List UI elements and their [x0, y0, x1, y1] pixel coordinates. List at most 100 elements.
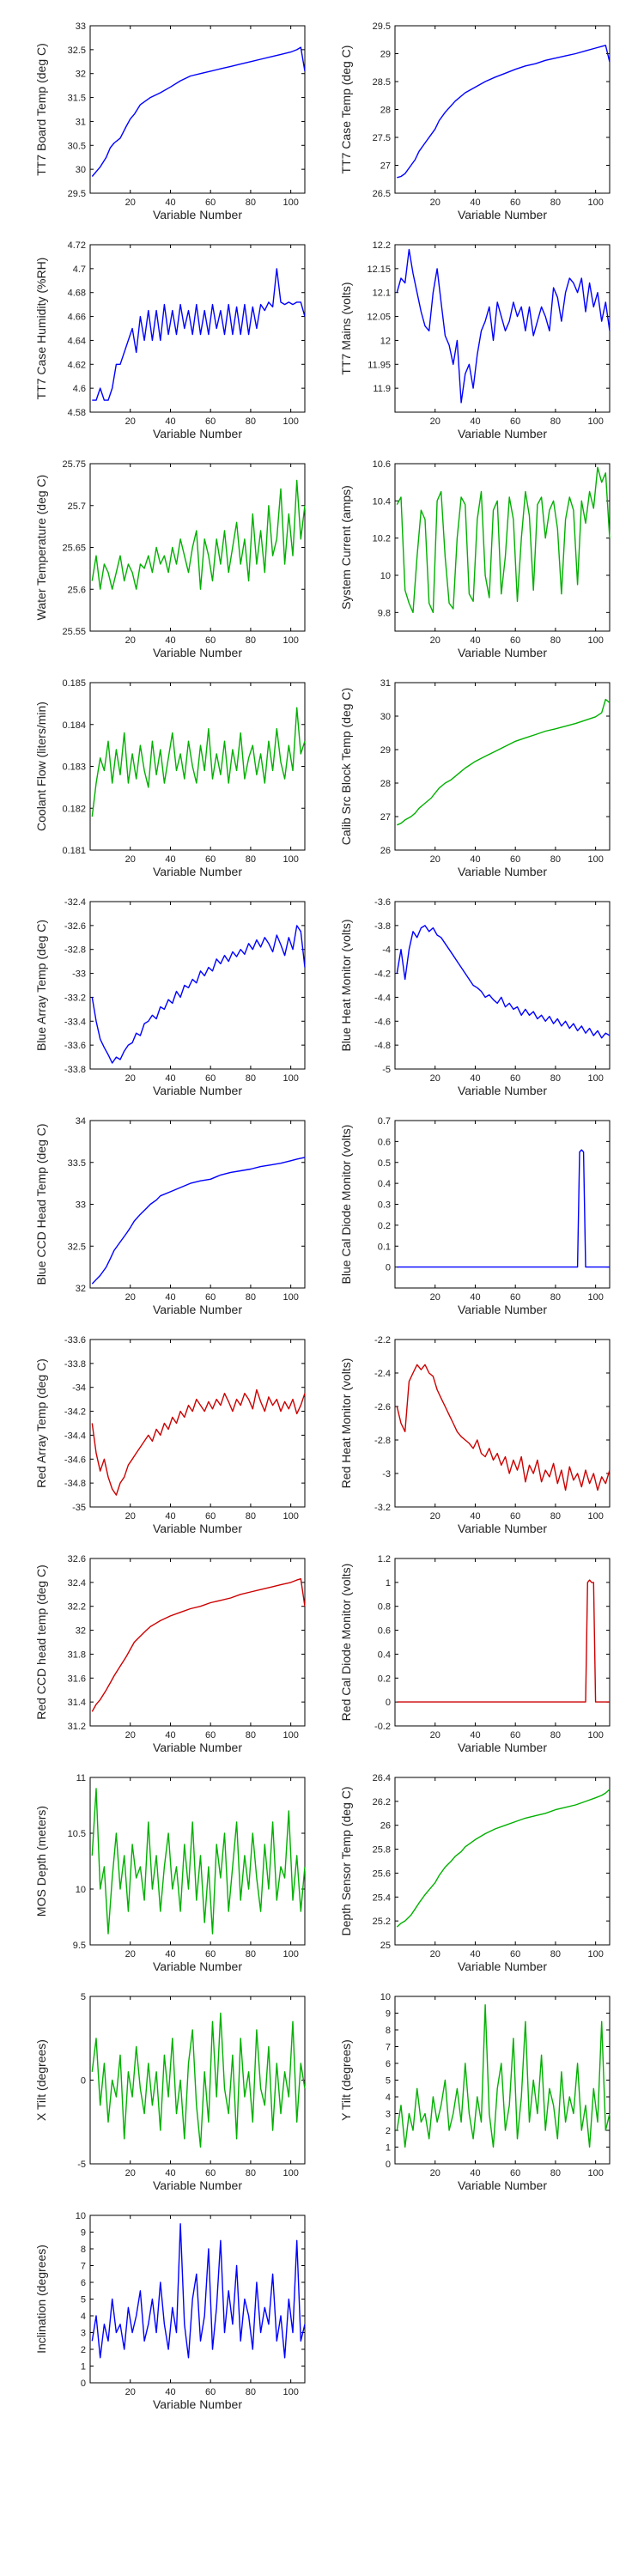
y-tick-label: 0.4: [378, 1649, 391, 1660]
x-axis-label: Variable Number: [153, 1084, 242, 1097]
plot-frame: [89, 1558, 306, 1727]
y-tick-label: 8: [386, 2026, 391, 2036]
x-tick-label: 60: [205, 2387, 216, 2397]
x-tick-label: 20: [125, 416, 136, 427]
chart-17: 9.5 10 10.5 11 20 40 60 80 100 Variable Number MOS…: [34, 1773, 306, 1973]
y-axis-label: TT7 Case Humidity (%RH): [34, 258, 48, 400]
x-tick-label: 100: [283, 1292, 298, 1303]
plot-frame: [394, 1339, 611, 1508]
x-tick-label: 80: [550, 1511, 561, 1522]
x-tick-label: 20: [430, 635, 440, 646]
x-axis-label: Variable Number: [153, 1522, 242, 1535]
x-tick-label: 100: [587, 1292, 603, 1303]
y-tick-label: 2: [386, 2126, 391, 2136]
y-tick-label: 5: [81, 1992, 86, 2002]
y-axis-label: Red Cal Diode Monitor (volts): [339, 1564, 353, 1722]
y-tick-label: 10: [380, 1992, 391, 2002]
y-tick-label: 4.58: [68, 408, 86, 418]
y-tick-label: 31.4: [68, 1698, 86, 1708]
x-tick-label: 20: [430, 1511, 440, 1522]
y-tick-label: 26.4: [373, 1773, 391, 1783]
y-tick-label: 25.75: [62, 459, 86, 470]
y-tick-label: 29: [380, 745, 391, 756]
y-tick-label: -3.8: [374, 921, 391, 932]
y-tick-label: -4: [382, 945, 391, 956]
y-tick-label: 4.62: [68, 360, 86, 370]
y-tick-label: 0: [81, 2076, 86, 2087]
y-tick-label: 11.9: [373, 384, 391, 394]
y-tick-label: 26.2: [373, 1797, 391, 1807]
x-tick-label: 40: [470, 2168, 480, 2178]
y-tick-label: 4.72: [68, 240, 86, 251]
x-tick-label: 20: [430, 854, 440, 865]
plot-frame: [89, 1339, 306, 1508]
plot-frame: [89, 682, 306, 851]
x-tick-label: 80: [246, 2168, 256, 2178]
x-tick-label: 80: [550, 416, 561, 427]
series-line: [91, 707, 306, 817]
y-tick-label: 34: [76, 1116, 86, 1127]
x-tick-label: 60: [205, 416, 216, 427]
y-axis-label: Water Temperature (deg C): [34, 475, 48, 621]
series-line: [396, 1789, 611, 1928]
chart-13: -35 -34.8 -34.6 -34.4 -34.2 -34 -33.8 -33.6 20 40…: [34, 1335, 306, 1535]
x-tick-label: 60: [510, 635, 520, 646]
x-axis-label: Variable Number: [153, 865, 242, 878]
x-tick-label: 100: [283, 2168, 298, 2178]
chart-14: -3.2 -3 -2.8 -2.6 -2.4 -2.2 20 40 60 80 100 Variabl…: [339, 1335, 611, 1535]
x-axis-label: Variable Number: [153, 2178, 242, 2192]
y-tick-label: -0.2: [374, 1722, 391, 1732]
x-tick-label: 20: [125, 1949, 136, 1959]
y-tick-label: 33: [76, 21, 86, 32]
y-tick-label: 12.1: [373, 289, 391, 299]
x-tick-label: 40: [470, 1073, 480, 1084]
x-tick-label: 80: [550, 2168, 561, 2178]
x-tick-label: 80: [246, 1292, 256, 1303]
x-tick-label: 80: [550, 1073, 561, 1084]
y-tick-label: 30: [76, 165, 86, 175]
y-tick-label: -32.8: [64, 945, 86, 956]
y-tick-label: 0.184: [62, 720, 86, 731]
plot-frame: [394, 463, 611, 632]
plot-frame: [394, 682, 611, 851]
x-tick-label: 60: [205, 1073, 216, 1084]
y-tick-label: 25.2: [373, 1917, 391, 1927]
x-tick-label: 20: [125, 854, 136, 865]
y-tick-label: 4.7: [73, 264, 86, 275]
y-tick-label: 1: [386, 2143, 391, 2154]
y-tick-label: 32.4: [68, 1578, 86, 1589]
y-tick-label: 6: [81, 2278, 86, 2288]
y-tick-label: 5: [386, 2076, 391, 2087]
y-tick-label: -3.2: [374, 1503, 391, 1513]
x-tick-label: 20: [125, 1730, 136, 1741]
y-axis-label: Y Tilt (degrees): [339, 2039, 353, 2121]
x-tick-label: 40: [165, 1292, 175, 1303]
x-axis-label: Variable Number: [153, 2397, 242, 2411]
series-line: [396, 466, 611, 613]
x-tick-label: 100: [283, 854, 298, 865]
x-tick-label: 20: [125, 1073, 136, 1084]
x-tick-label: 40: [165, 854, 175, 865]
x-axis-label: Variable Number: [458, 1084, 547, 1097]
y-tick-label: 6: [386, 2059, 391, 2069]
chart-9: -33.8 -33.6 -33.4 -33.2 -33 -32.8 -32.6 -32.4 20…: [34, 897, 306, 1097]
chart-11: 32 32.5 33 33.5 34 20 40 60 80 100 Variable Number…: [34, 1116, 306, 1316]
x-tick-label: 60: [205, 1949, 216, 1959]
y-tick-label: 9.5: [73, 1941, 86, 1951]
x-tick-label: 40: [165, 1511, 175, 1522]
x-tick-label: 40: [470, 1949, 480, 1959]
x-tick-label: 60: [205, 854, 216, 865]
y-tick-label: 32.2: [68, 1602, 86, 1613]
y-tick-label: -3.6: [374, 897, 391, 908]
x-tick-label: 80: [550, 1730, 561, 1741]
y-tick-label: 33.5: [68, 1158, 86, 1169]
y-tick-label: 10: [76, 1885, 86, 1895]
y-tick-label: 7: [81, 2262, 86, 2272]
y-axis-label: Calib Src Block Temp (deg C): [339, 688, 353, 845]
x-tick-label: 80: [246, 1073, 256, 1084]
y-axis-label: Red Heat Monitor (volts): [339, 1358, 353, 1489]
x-axis-label: Variable Number: [458, 1303, 547, 1316]
y-tick-label: 26: [380, 1821, 391, 1832]
chart-7: 0.181 0.182 0.183 0.184 0.185 20 40 60 80 100 Vari…: [34, 678, 306, 878]
y-tick-label: 0.4: [378, 1179, 391, 1189]
